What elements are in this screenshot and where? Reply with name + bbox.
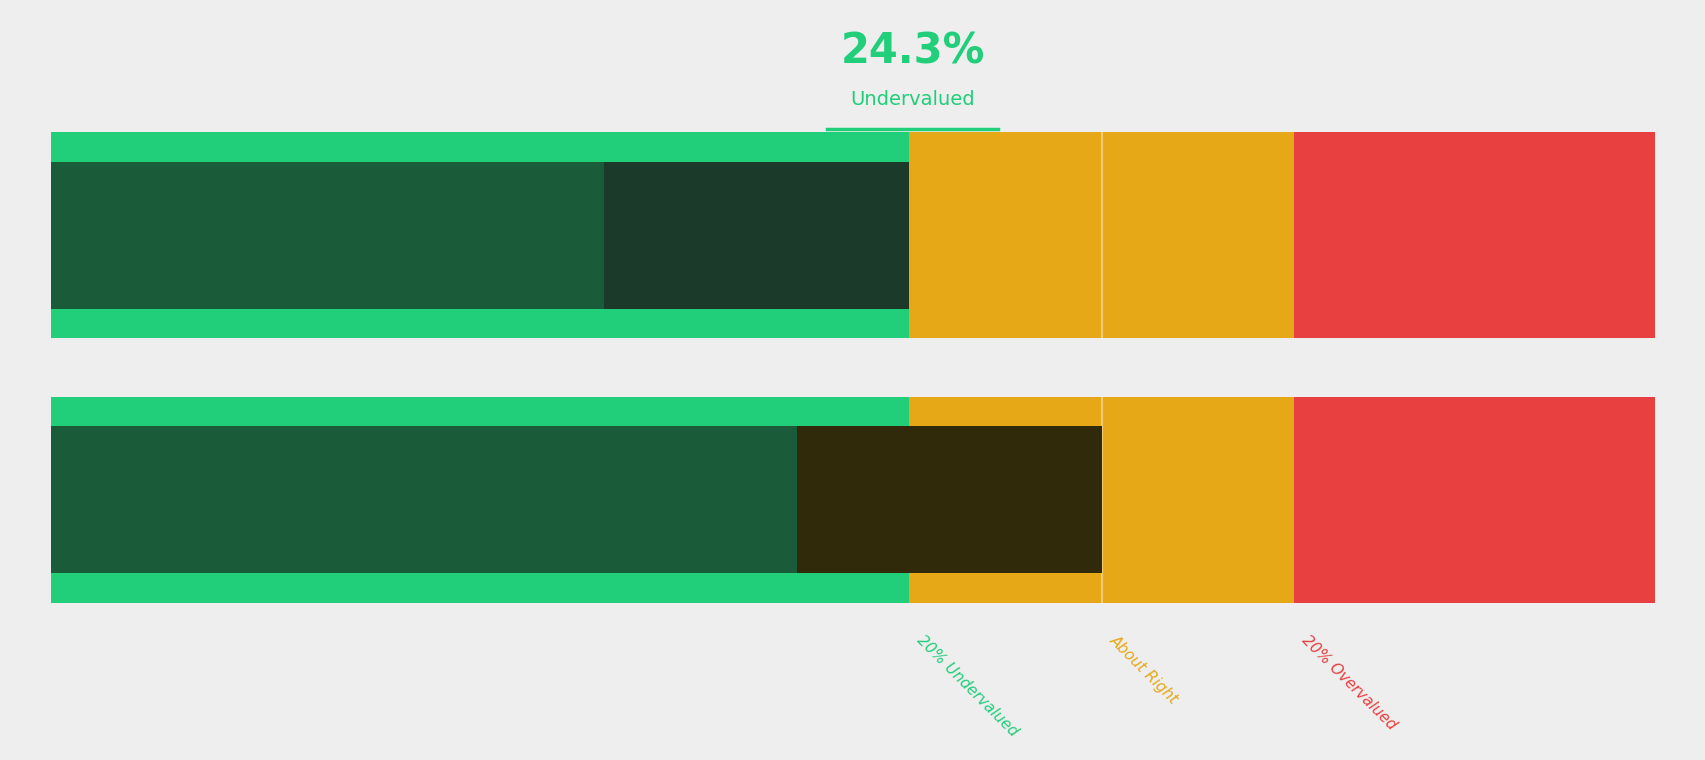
- Bar: [51, 426, 1101, 573]
- Bar: [909, 397, 1101, 603]
- Bar: [1292, 132, 1654, 338]
- Bar: [1292, 397, 1654, 603]
- Text: 20% Overvalued: 20% Overvalued: [1299, 632, 1398, 733]
- Text: US$36.07: US$36.07: [750, 251, 900, 279]
- Bar: [51, 162, 909, 309]
- Bar: [604, 162, 909, 309]
- Bar: [51, 132, 909, 338]
- Bar: [1101, 132, 1292, 338]
- Bar: [1101, 397, 1292, 603]
- Text: Undervalued: Undervalued: [849, 90, 975, 109]
- Text: About Right: About Right: [1107, 632, 1180, 706]
- Bar: [796, 426, 1101, 573]
- Text: 24.3%: 24.3%: [841, 30, 984, 72]
- Text: Fair Value: Fair Value: [975, 461, 1093, 480]
- Text: US$47.64: US$47.64: [943, 515, 1093, 543]
- Bar: [909, 132, 1101, 338]
- Text: Current Price: Current Price: [743, 196, 900, 216]
- Bar: [51, 397, 909, 603]
- Text: 20% Undervalued: 20% Undervalued: [914, 632, 1021, 739]
